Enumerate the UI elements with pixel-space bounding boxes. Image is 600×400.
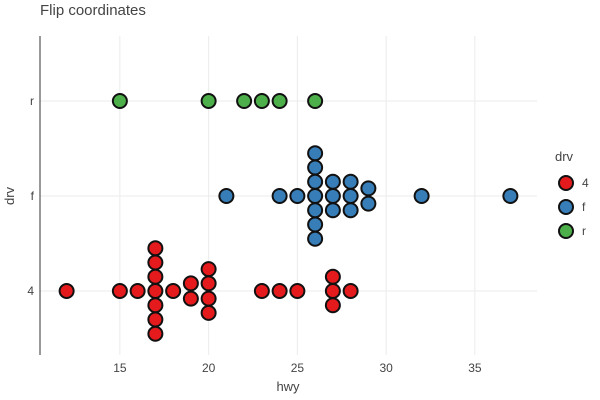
point-r	[271, 93, 288, 109]
point-f	[324, 173, 341, 190]
legend-key-r	[558, 223, 574, 239]
point-4	[200, 261, 217, 278]
legend-title: drv	[555, 149, 574, 164]
chart-title: Flip coordinates	[40, 2, 146, 19]
point-4	[147, 297, 164, 314]
x-tick-label: 30	[379, 361, 393, 375]
point-4	[129, 283, 146, 299]
y-axis-title: drv	[2, 186, 17, 205]
point-f	[307, 145, 324, 162]
point-4	[147, 268, 164, 285]
x-axis-title: hwy	[276, 379, 300, 394]
legend-label-4: 4	[582, 176, 589, 190]
point-4	[147, 311, 164, 328]
points	[58, 93, 519, 342]
legend-key-4	[558, 175, 574, 191]
y-tick-label: r	[30, 94, 34, 108]
point-4	[111, 283, 128, 299]
x-tick-label: 15	[113, 361, 127, 375]
point-4	[324, 283, 341, 299]
point-f	[324, 188, 341, 204]
point-f	[307, 159, 324, 176]
legend-label-f: f	[582, 200, 586, 214]
y-tick-label: 4	[27, 284, 34, 298]
point-4	[324, 297, 341, 314]
x-tick-label: 25	[291, 361, 305, 375]
point-r	[307, 93, 324, 109]
point-4	[200, 275, 217, 292]
point-4	[58, 283, 75, 299]
point-f	[360, 195, 377, 212]
point-f	[307, 230, 324, 247]
point-f	[307, 202, 324, 219]
point-4	[324, 268, 341, 285]
x-tick-label: 35	[468, 361, 482, 375]
point-f	[307, 216, 324, 233]
point-f	[342, 202, 359, 219]
point-f	[271, 188, 288, 204]
legend-label-r: r	[582, 224, 586, 238]
point-4	[147, 283, 164, 299]
point-4	[342, 283, 359, 299]
point-4	[147, 325, 164, 342]
y-tick-label: f	[31, 189, 35, 203]
point-r	[200, 93, 217, 109]
point-4	[253, 283, 270, 299]
point-f	[289, 188, 306, 204]
tick-labels: 15 20 25 30 35 4 f r	[27, 94, 482, 375]
point-f	[360, 180, 377, 197]
point-4	[200, 304, 217, 321]
point-4	[165, 283, 182, 299]
point-f	[324, 202, 341, 219]
point-4	[289, 283, 306, 299]
grid	[40, 36, 537, 355]
legend: drv 4 fr	[555, 149, 589, 239]
point-4	[147, 240, 164, 257]
point-4	[182, 290, 199, 307]
point-4	[271, 283, 288, 299]
point-f	[218, 188, 235, 204]
point-f	[307, 173, 324, 190]
point-f	[342, 188, 359, 204]
point-4	[200, 290, 217, 307]
x-tick-label: 20	[202, 361, 216, 375]
point-f	[502, 188, 519, 204]
point-f	[413, 188, 430, 204]
point-4	[147, 254, 164, 271]
point-f	[342, 173, 359, 190]
point-r	[253, 93, 270, 109]
legend-key-f	[558, 199, 574, 215]
point-4	[182, 275, 199, 292]
point-r	[236, 93, 253, 109]
point-r	[111, 93, 128, 109]
point-f	[307, 188, 324, 204]
